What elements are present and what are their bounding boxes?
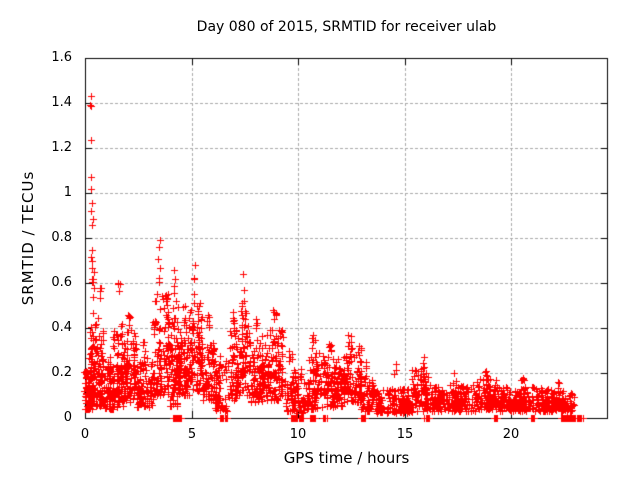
x-tick-label: 20 — [502, 427, 520, 442]
y-tick-label: 0.2 — [51, 365, 72, 380]
y-tick-label: 0.4 — [51, 320, 72, 335]
x-tick-label: 15 — [396, 427, 414, 442]
y-tick-label: 0.6 — [51, 275, 72, 290]
y-tick-label: 1 — [63, 185, 72, 200]
y-tick-label: 1.6 — [51, 50, 72, 65]
x-axis-label: GPS time / hours — [283, 449, 410, 467]
y-tick-label: 0 — [63, 410, 72, 425]
y-tick-label: 0.8 — [51, 230, 72, 245]
chart-title: Day 080 of 2015, SRMTID for receiver ula… — [196, 19, 497, 35]
y-tick-label: 1.2 — [51, 140, 72, 155]
y-tick-label: 1.4 — [51, 95, 72, 110]
x-tick-label: 10 — [289, 427, 307, 442]
x-tick-label: 5 — [187, 427, 197, 442]
x-tick-label: 0 — [80, 427, 90, 442]
